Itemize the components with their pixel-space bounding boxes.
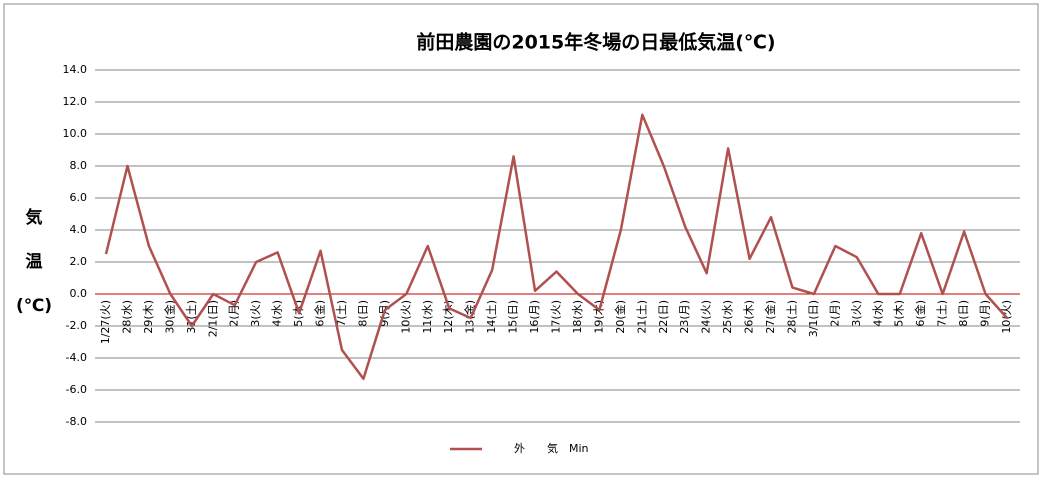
x-tick-label: 2(月) <box>228 300 241 327</box>
x-tick-label: 8(日) <box>957 300 970 327</box>
y-tick-label: 4.0 <box>70 223 88 236</box>
x-tick-label: 7(土) <box>936 300 949 327</box>
y-axis-label: 温 <box>26 252 43 272</box>
x-tick-label: 15(日) <box>507 300 520 334</box>
x-tick-label: 30(金) <box>162 300 176 334</box>
x-tick-label: 2(月) <box>828 300 841 327</box>
y-tick-label: 2.0 <box>70 255 88 268</box>
x-tick-label: 6(金) <box>313 300 327 327</box>
x-tick-label: 8(日) <box>356 300 369 327</box>
x-tick-label: 17(火) <box>550 300 563 334</box>
x-tick-label: 3(火) <box>249 300 262 327</box>
x-tick-label: 3(火) <box>850 300 863 327</box>
x-tick-label: 1/27(火) <box>99 300 112 344</box>
y-tick-label: 0.0 <box>70 287 88 300</box>
y-axis-label: (℃) <box>16 296 52 316</box>
y-tick-label: 6.0 <box>70 191 88 204</box>
x-tick-label: 3/1(日) <box>807 300 820 337</box>
x-tick-label: 10(火) <box>399 300 412 334</box>
x-tick-label: 28(水) <box>120 300 133 334</box>
x-tick-label: 6(金) <box>913 300 927 327</box>
chart-title: 前田農園の2015年冬場の日最低気温(℃) <box>416 31 775 54</box>
y-tick-label: 12.0 <box>63 95 88 108</box>
x-tick-label: 16(月) <box>528 300 541 334</box>
x-tick-label: 4(水) <box>271 300 284 327</box>
legend-label: 外 気 Min <box>514 441 589 455</box>
x-tick-label: 25(水) <box>721 300 734 334</box>
line-series <box>104 113 1008 381</box>
y-tick-label: -6.0 <box>66 383 87 396</box>
x-tick-label: 29(木) <box>142 300 155 334</box>
y-tick-label: -4.0 <box>66 351 87 364</box>
x-tick-label: 28(土) <box>785 300 798 334</box>
x-tick-label: 23(月) <box>678 300 691 334</box>
x-tick-label: 2/1(日) <box>206 300 219 337</box>
x-tick-label: 21(土) <box>635 300 648 334</box>
y-tick-label: 14.0 <box>63 63 88 76</box>
x-tick-label: 22(日) <box>657 300 670 334</box>
x-tick-label: 5(木) <box>893 300 906 327</box>
x-tick-label: 11(水) <box>421 300 434 334</box>
x-tick-label: 20(金) <box>613 300 627 334</box>
y-axis-label: 気 <box>25 207 43 228</box>
x-tick-label: 26(木) <box>743 300 756 334</box>
x-tick-label: 14(土) <box>485 300 498 334</box>
y-tick-label: -2.0 <box>66 319 87 332</box>
y-tick-label: 10.0 <box>63 127 88 140</box>
x-tick-label: 9(月) <box>979 300 992 327</box>
x-tick-label: 4(水) <box>871 300 884 327</box>
y-tick-label: -8.0 <box>66 415 87 428</box>
x-tick-label: 7(土) <box>335 300 348 327</box>
x-tick-label: 27(金) <box>763 300 777 334</box>
y-tick-label: 8.0 <box>70 159 88 172</box>
x-tick-label: 18(水) <box>571 300 584 334</box>
x-tick-label: 24(火) <box>700 300 713 334</box>
chart-frame <box>3 3 1039 475</box>
x-tick-label: 31(土) <box>185 300 198 334</box>
